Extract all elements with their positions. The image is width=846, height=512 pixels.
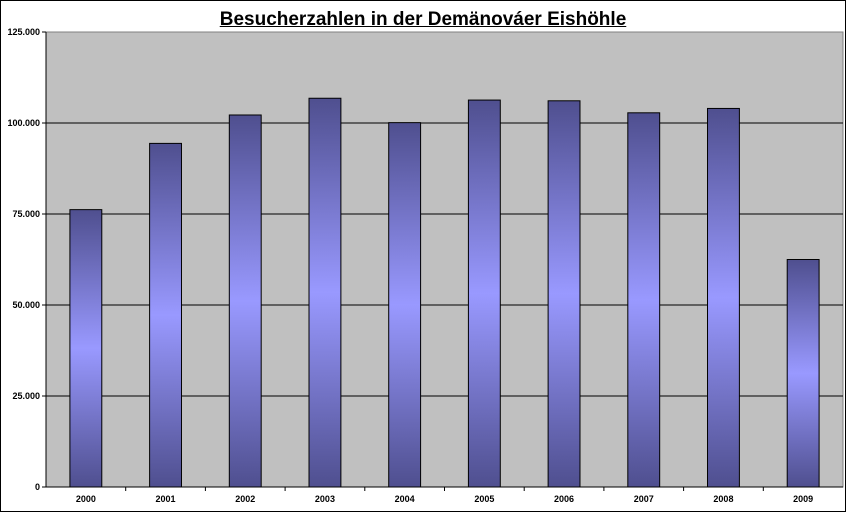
y-tick-label: 50.000 — [12, 300, 40, 310]
bar-2005 — [467, 99, 501, 488]
y-tick-label: 25.000 — [12, 391, 40, 401]
bar-2007 — [627, 112, 661, 488]
x-tick-label: 2002 — [235, 494, 255, 504]
x-tick-label: 2001 — [156, 494, 176, 504]
bar-2001 — [149, 142, 182, 488]
bar-2003 — [308, 97, 342, 488]
chart-title: Besucherzahlen in der Demänováer Eishöhl… — [219, 9, 627, 30]
tick-labels: 0 25.000 50.000 75.000 100.000 125.000 2000 200… — [7, 27, 813, 504]
bar-2002 — [228, 114, 262, 488]
x-tick-label: 2004 — [395, 494, 415, 504]
x-tick-label: 2009 — [793, 494, 813, 504]
x-tick-label: 2007 — [634, 494, 654, 504]
bar-2000 — [69, 209, 103, 488]
x-tick-label: 2003 — [315, 494, 335, 504]
bar-2009 — [786, 259, 820, 488]
bar-2004 — [388, 122, 422, 488]
x-tick-label: 2006 — [554, 494, 574, 504]
axes — [42, 31, 843, 491]
y-tick-label: 0 — [35, 482, 40, 492]
x-tick-label: 2000 — [76, 494, 96, 504]
x-tick-label: 2008 — [713, 494, 733, 504]
y-tick-label: 75.000 — [12, 209, 40, 219]
x-tick-label: 2005 — [474, 494, 494, 504]
y-tick-label: 125.000 — [7, 27, 40, 37]
bar-2006 — [547, 100, 581, 488]
y-tick-label: 100.000 — [7, 118, 40, 128]
bar-2008 — [707, 107, 740, 488]
